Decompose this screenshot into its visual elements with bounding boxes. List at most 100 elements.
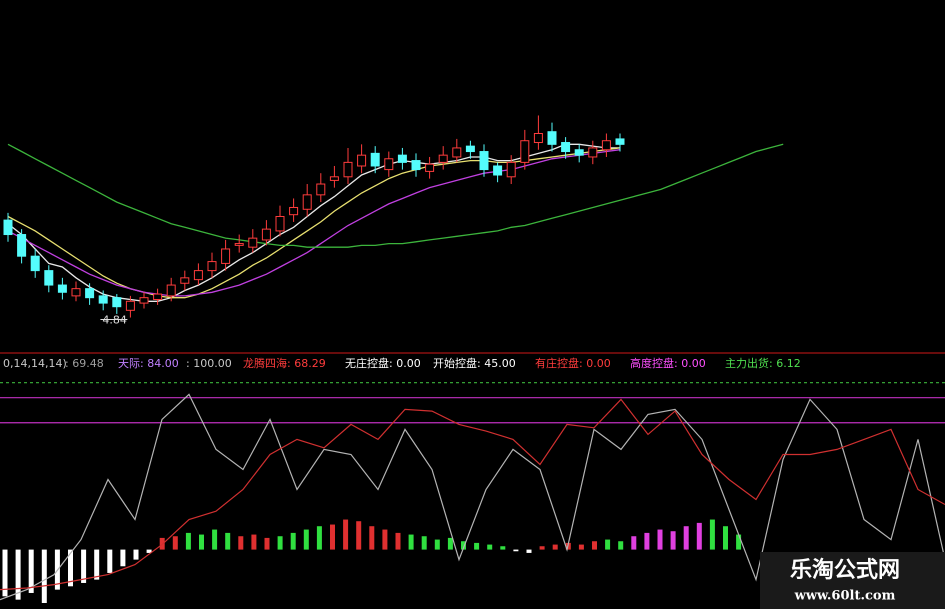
low-annotation: 4.84 <box>102 314 127 327</box>
candle-body <box>234 243 244 246</box>
histogram-bar <box>487 544 493 550</box>
candle-body <box>547 131 557 145</box>
candle-body <box>221 248 231 264</box>
histogram-bar <box>395 532 401 550</box>
indicator-header: 龙腾四海: 68.29 <box>243 356 326 370</box>
histogram-bar <box>631 536 637 550</box>
histogram-bar <box>277 536 283 550</box>
candle-body <box>397 154 407 163</box>
candle-body <box>561 142 571 153</box>
histogram-bar <box>513 549 519 552</box>
histogram-bar <box>369 526 375 550</box>
candle-body <box>275 215 285 232</box>
histogram-bar <box>552 544 558 550</box>
histogram-bar <box>172 536 178 550</box>
histogram-bar <box>736 534 742 550</box>
candle-body <box>85 288 95 299</box>
histogram-bar <box>670 531 676 550</box>
indicator-header: 主力出货: 6.12 <box>725 356 801 370</box>
moving-average-line <box>7 147 621 299</box>
histogram-bar <box>461 541 466 550</box>
candle-body <box>153 293 163 300</box>
indicator-header: 有庄控盘: 0.00 <box>535 356 611 370</box>
candle-body <box>302 194 312 210</box>
histogram-bar <box>356 521 362 550</box>
histogram-bar <box>644 532 650 550</box>
histogram-bar <box>94 549 100 580</box>
histogram-bar <box>15 549 21 600</box>
candle-body <box>411 160 421 171</box>
candle-body <box>17 234 27 257</box>
candle-body <box>533 133 543 144</box>
histogram-bar <box>238 536 244 550</box>
histogram-bar <box>185 532 191 550</box>
price-panel: 4.84 <box>3 115 784 327</box>
histogram-bar <box>696 522 702 550</box>
candle-body <box>465 145 475 153</box>
watermark-box <box>760 552 945 609</box>
candle-body <box>125 300 135 311</box>
histogram-bar <box>199 534 204 550</box>
candle-body <box>316 183 326 196</box>
histogram-bar <box>605 539 611 550</box>
histogram-bar <box>28 549 34 593</box>
candle-body <box>112 297 122 308</box>
candle-body <box>588 147 598 158</box>
histogram-bar <box>709 519 715 550</box>
candle-body <box>71 288 81 297</box>
candle-body <box>601 140 611 151</box>
candle-body <box>57 284 67 293</box>
histogram-bar <box>2 549 8 597</box>
candle-body <box>261 228 271 241</box>
histogram-bar <box>81 549 87 583</box>
histogram-bar <box>303 529 309 550</box>
histogram-bar <box>146 549 152 553</box>
histogram-bar <box>723 526 728 550</box>
candle-body <box>438 154 448 163</box>
indicator-header: 高度控盘: 0.00 <box>630 356 706 370</box>
histogram-bar <box>382 529 388 550</box>
indicator-header: 开始控盘: 45.00 <box>433 356 516 370</box>
histogram-bar <box>225 532 231 550</box>
candle-body <box>343 161 353 178</box>
moving-average-line <box>7 143 784 248</box>
candle-body <box>166 284 176 297</box>
candle-body <box>370 152 380 167</box>
candle-body <box>44 270 54 286</box>
indicator-header: : 69.48 <box>65 357 104 370</box>
histogram-bar <box>330 524 335 550</box>
candle-body <box>3 219 13 236</box>
candle-body <box>180 277 190 284</box>
indicator-header: 无庄控盘: 0.00 <box>345 356 421 370</box>
candle-body <box>384 158 394 171</box>
histogram-bar <box>500 546 506 550</box>
watermark: 乐淘公式网 www.60lt.com <box>760 552 945 609</box>
histogram-bar <box>421 536 427 550</box>
histogram-bar <box>68 549 73 587</box>
indicator-header: 天际: 84.00 <box>118 357 179 370</box>
histogram-bar <box>120 549 126 567</box>
candle-body <box>193 270 203 281</box>
histogram-bar <box>474 542 480 550</box>
histogram-bar <box>408 534 414 550</box>
watermark-title: 乐淘公式网 <box>790 557 900 583</box>
histogram-bar <box>133 549 139 560</box>
histogram-bar <box>657 529 663 550</box>
indicator-header: : 100.00 <box>186 357 232 370</box>
histogram-bar <box>290 532 296 550</box>
indicator-line <box>0 398 945 591</box>
candle-body <box>574 149 584 156</box>
candle-body <box>357 154 367 167</box>
histogram-bar <box>251 534 257 550</box>
candle-body <box>520 140 530 163</box>
histogram-bar <box>618 541 624 550</box>
candle-body <box>30 255 40 272</box>
candle-body <box>506 161 516 178</box>
histogram-bar <box>343 519 349 550</box>
histogram-bar <box>264 537 270 550</box>
histogram-bar <box>683 526 689 550</box>
histogram-bar <box>539 546 545 550</box>
histogram-bar <box>447 537 453 550</box>
